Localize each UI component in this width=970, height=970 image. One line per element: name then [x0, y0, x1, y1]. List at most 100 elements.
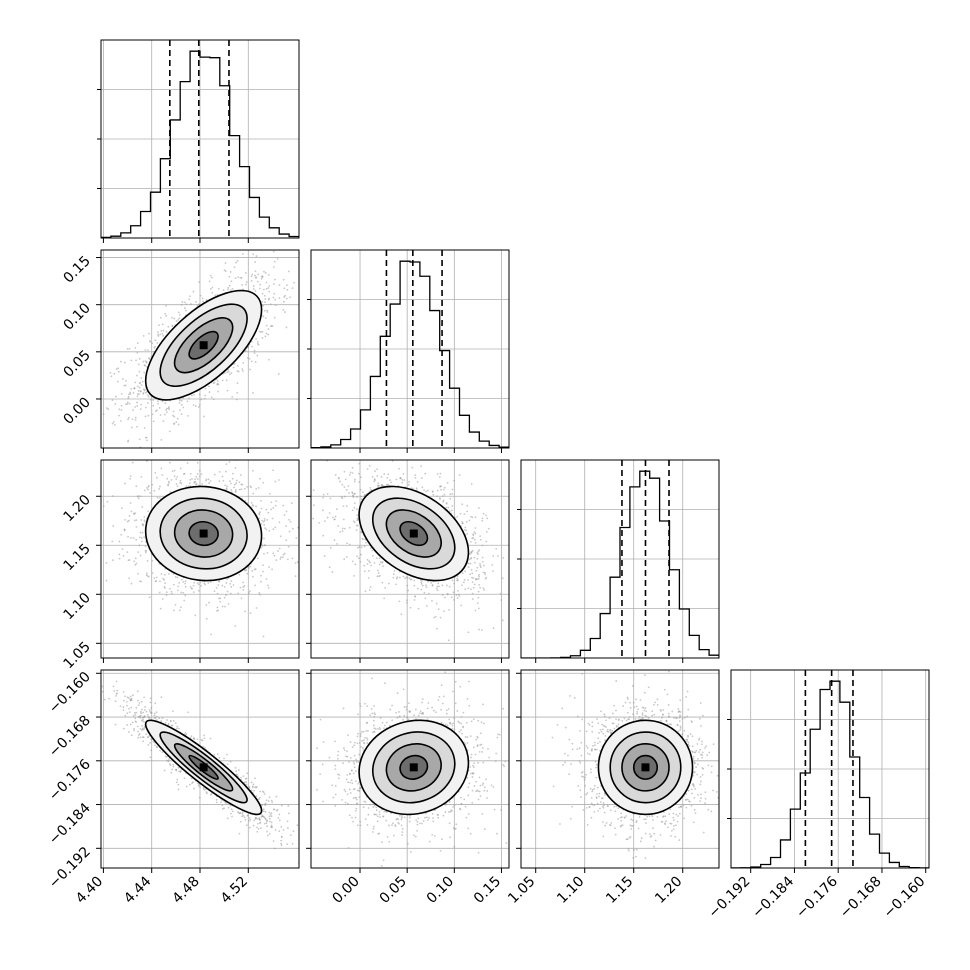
sample-point — [144, 520, 146, 523]
sample-point — [147, 744, 150, 746]
sample-point — [209, 287, 212, 290]
sample-point — [472, 533, 475, 536]
sample-point — [224, 270, 227, 273]
sample-point — [198, 281, 201, 283]
sample-point — [190, 394, 193, 397]
sample-point — [439, 472, 442, 475]
sample-point — [453, 479, 456, 482]
sample-point — [165, 409, 168, 411]
sample-point — [431, 599, 433, 602]
sample-point — [118, 557, 121, 560]
sample-point — [161, 474, 164, 476]
sample-point — [273, 260, 276, 263]
sample-point — [470, 515, 472, 518]
sample-point — [122, 378, 124, 380]
sample-point — [204, 394, 207, 397]
sample-point — [417, 587, 419, 590]
sample-point — [465, 521, 468, 523]
sample-point — [205, 479, 207, 482]
sample-point — [163, 585, 166, 588]
sample-point — [256, 342, 259, 345]
sample-point — [476, 578, 479, 581]
sample-point — [228, 452, 230, 454]
sample-point — [420, 581, 422, 584]
sample-point — [483, 564, 485, 567]
sample-point — [207, 385, 210, 388]
sample-point — [387, 483, 389, 486]
sample-point — [177, 585, 180, 588]
sample-point — [201, 297, 204, 300]
sample-point — [474, 516, 477, 519]
sample-point — [326, 493, 329, 495]
sample-point — [127, 395, 130, 398]
sample-point — [156, 400, 159, 402]
sample-point — [380, 475, 383, 478]
sample-point — [165, 411, 168, 414]
sample-point — [148, 596, 151, 599]
sample-point — [226, 578, 228, 581]
sample-point — [225, 463, 228, 466]
sample-point — [267, 586, 270, 589]
sample-point — [212, 398, 215, 401]
sample-point — [137, 385, 139, 388]
sample-point — [195, 300, 197, 303]
sample-point — [230, 580, 233, 583]
sample-point — [471, 576, 473, 579]
sample-point — [165, 594, 168, 596]
sample-point — [209, 457, 211, 459]
sample-point — [360, 553, 362, 556]
contour-line — [159, 303, 248, 388]
sample-point — [199, 294, 202, 297]
sample-point — [322, 496, 324, 499]
sample-point — [143, 388, 146, 391]
sample-point — [345, 489, 348, 491]
contour-line — [188, 330, 219, 360]
sample-point — [279, 535, 282, 538]
sample-point — [264, 294, 266, 297]
sample-point — [171, 324, 174, 327]
sample-point — [164, 582, 167, 585]
sample-point — [124, 482, 126, 485]
sample-point — [285, 539, 288, 542]
sample-point — [140, 519, 143, 521]
sample-point — [453, 598, 455, 601]
sample-point — [208, 482, 210, 484]
sample-point — [120, 404, 123, 407]
sample-point — [235, 479, 238, 482]
sample-point — [164, 312, 167, 315]
sample-point — [206, 448, 208, 450]
sample-point — [346, 542, 348, 545]
sample-point — [311, 281, 313, 283]
sample-point — [185, 485, 188, 488]
histogram-bars — [311, 260, 509, 448]
sample-point — [342, 518, 345, 521]
sample-point — [180, 403, 183, 406]
sample-point — [130, 510, 133, 513]
sample-point — [190, 303, 192, 305]
sample-point — [359, 560, 362, 563]
sample-point — [332, 516, 334, 519]
sample-point — [420, 583, 423, 585]
sample-point — [254, 584, 257, 587]
sample-point — [341, 530, 344, 533]
sample-point — [167, 484, 170, 487]
sample-point — [442, 488, 445, 491]
sample-point — [170, 590, 173, 593]
sample-point — [393, 569, 396, 572]
sample-point — [348, 543, 351, 546]
sample-point — [248, 567, 250, 569]
sample-point — [288, 530, 291, 533]
sample-point — [376, 484, 379, 487]
sample-point — [525, 562, 527, 564]
sample-point — [474, 561, 476, 564]
sample-point — [474, 541, 477, 544]
sample-point — [255, 255, 258, 257]
sample-point — [492, 570, 494, 572]
sample-point — [265, 508, 268, 511]
sample-point — [272, 552, 275, 555]
sample-point — [185, 309, 187, 312]
sample-point — [204, 583, 207, 586]
sample-point — [282, 553, 285, 556]
sample-point — [133, 560, 136, 563]
sample-point — [416, 481, 419, 483]
